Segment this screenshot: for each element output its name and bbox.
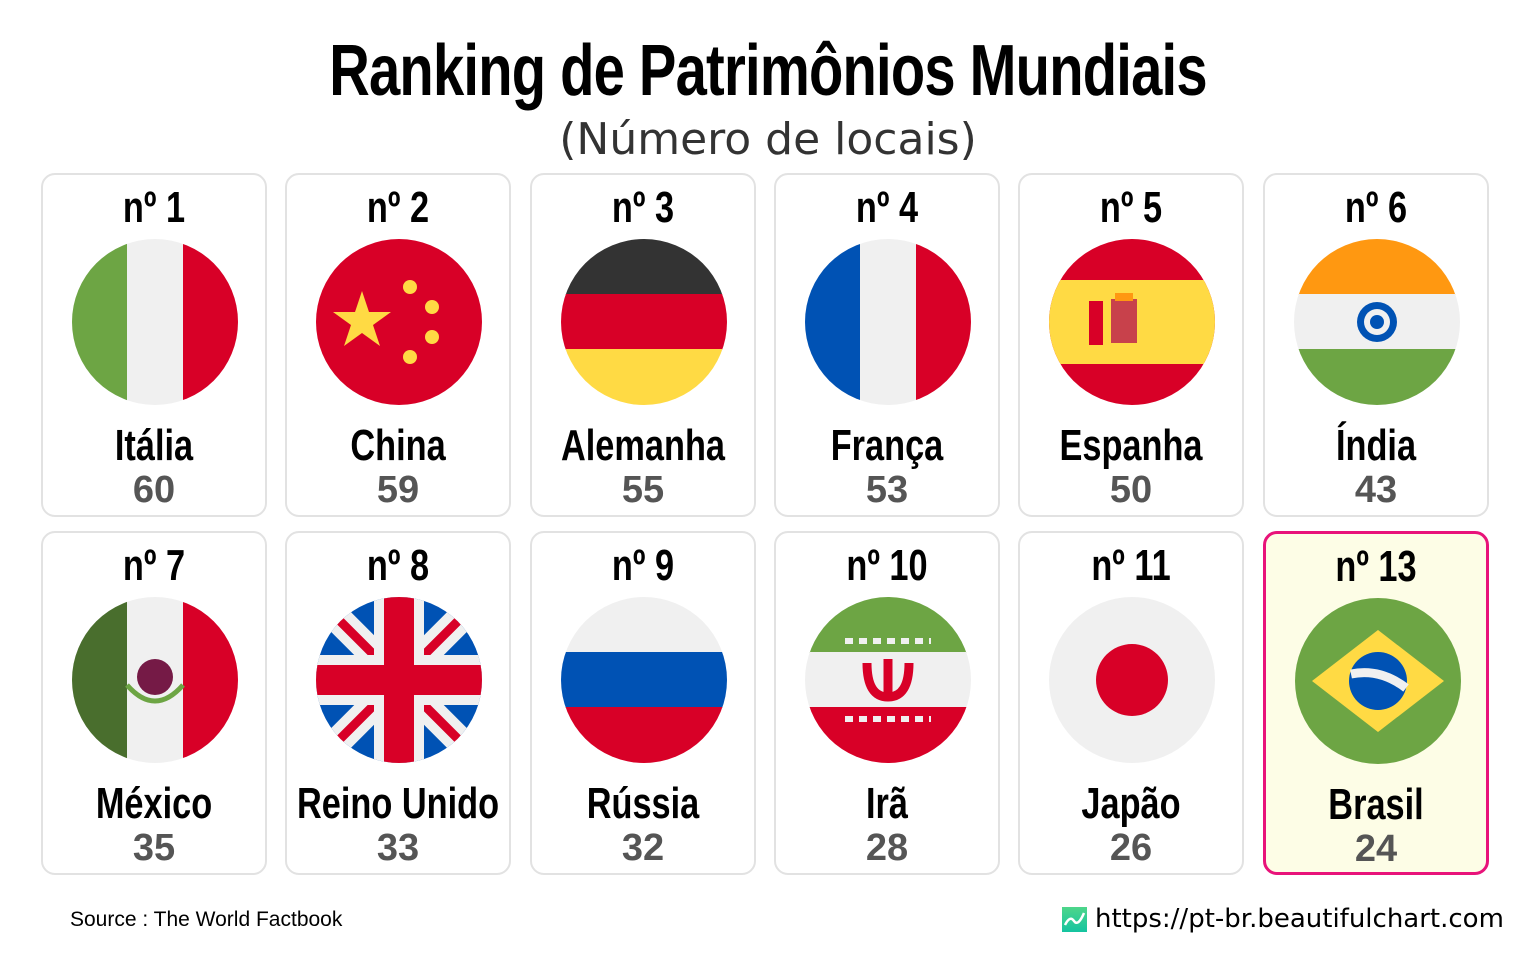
rank-label: nº 11 (1091, 541, 1171, 590)
ranking-card: nº 4 França 53 (774, 173, 1000, 517)
rank-label: nº 10 (846, 541, 928, 590)
rank-label: nº 1 (122, 183, 186, 232)
chart-subtitle: (Número de locais) (559, 114, 977, 165)
site-link[interactable]: https://pt-br.beautifulchart.com (1062, 904, 1504, 934)
country-name: Irã (866, 779, 908, 828)
site-count: 53 (865, 469, 909, 511)
ranking-card: nº 11 Japão 26 (1018, 531, 1244, 875)
rank-label: nº 3 (611, 183, 675, 232)
country-name: Reino Unido (296, 779, 500, 828)
rank-label: nº 8 (366, 541, 430, 590)
mexico-flag-icon (72, 597, 238, 763)
japan-flag-icon (1049, 597, 1215, 763)
rank-label: nº 7 (122, 541, 186, 590)
ranking-card: nº 2 China 59 (285, 173, 511, 517)
site-count: 35 (132, 827, 176, 869)
brazil-flag-icon (1295, 598, 1461, 764)
site-count: 32 (621, 827, 665, 869)
russia-flag-icon (561, 597, 727, 763)
ranking-card: nº 7 México 35 (41, 531, 267, 875)
ranking-card: nº 1 Itália 60 (41, 173, 267, 517)
site-count: 28 (865, 827, 909, 869)
france-flag-icon (805, 239, 971, 405)
site-count: 59 (376, 469, 420, 511)
iran-flag-icon (805, 597, 971, 763)
country-name: Brasil (1328, 780, 1424, 829)
rank-label: nº 2 (366, 183, 430, 232)
site-count: 60 (132, 469, 176, 511)
india-flag-icon (1294, 239, 1460, 405)
country-name: Itália (114, 421, 194, 470)
rank-label: nº 13 (1335, 542, 1417, 591)
country-name: França (830, 421, 944, 470)
rank-label: nº 6 (1344, 183, 1408, 232)
germany-flag-icon (561, 239, 727, 405)
site-count: 55 (621, 469, 665, 511)
country-name: China (350, 421, 446, 470)
site-count: 50 (1109, 469, 1153, 511)
country-name: Índia (1335, 421, 1417, 470)
ranking-card: nº 10 Irã 28 (774, 531, 1000, 875)
ranking-card: nº 6 Índia 43 (1263, 173, 1489, 517)
rank-label: nº 4 (855, 183, 919, 232)
ranking-card: nº 5 Espanha 50 (1018, 173, 1244, 517)
chart-logo-icon (1062, 906, 1087, 932)
rank-label: nº 9 (611, 541, 675, 590)
site-count: 33 (376, 827, 420, 869)
country-name: México (95, 779, 213, 828)
site-count: 26 (1109, 827, 1153, 869)
country-name: Espanha (1059, 421, 1203, 470)
ranking-card: nº 13 Brasil 24 (1263, 531, 1489, 875)
source-note: Source : The World Factbook (70, 908, 343, 931)
country-name: Rússia (586, 779, 700, 828)
rank-label: nº 5 (1099, 183, 1163, 232)
chart-title: Ranking de Patrimônios Mundiais (329, 31, 1207, 111)
country-name: Japão (1081, 779, 1181, 828)
china-flag-icon (316, 239, 482, 405)
ranking-card: nº 9 Rússia 32 (530, 531, 756, 875)
spain-flag-icon (1049, 239, 1215, 405)
ranking-card: nº 3 Alemanha 55 (530, 173, 756, 517)
ranking-card: nº 8 Reino Unido 33 (285, 531, 511, 875)
site-count: 24 (1354, 828, 1398, 870)
uk-flag-icon (316, 597, 482, 763)
site-url: https://pt-br.beautifulchart.com (1095, 904, 1504, 934)
italy-flag-icon (72, 239, 238, 405)
country-name: Alemanha (560, 421, 726, 470)
site-count: 43 (1354, 469, 1398, 511)
